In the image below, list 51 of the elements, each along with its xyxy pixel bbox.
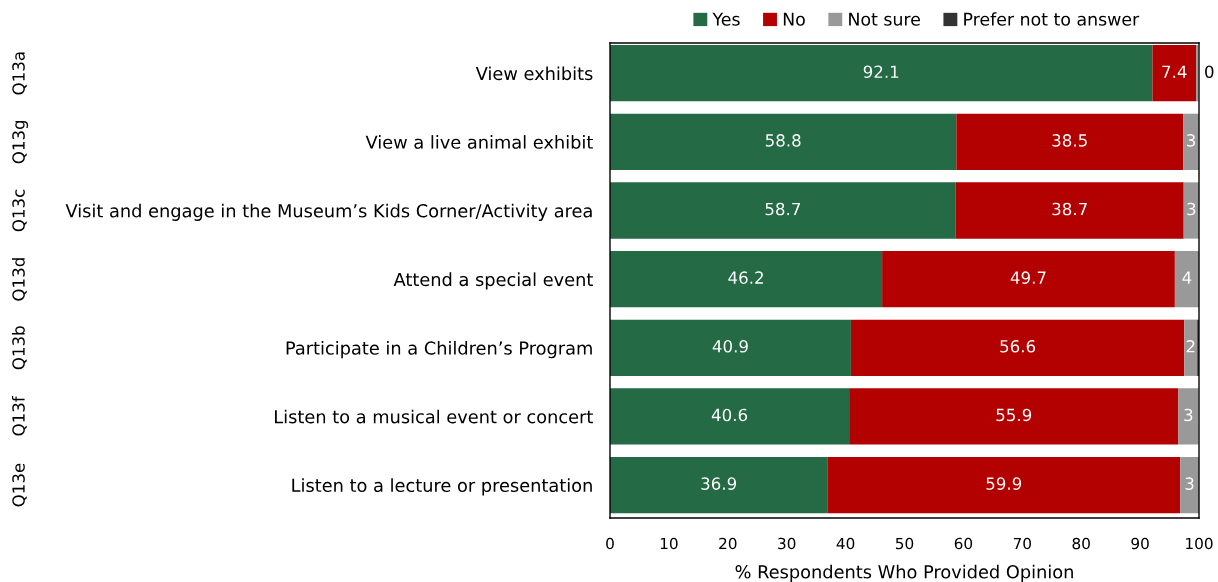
x-tick-label: 30	[778, 537, 796, 550]
data-label: 56.6	[1000, 340, 1036, 353]
data-label: 36.9	[701, 477, 737, 490]
data-label: 59.9	[986, 477, 1022, 490]
y-tick-label: View exhibits	[475, 66, 593, 81]
data-label: 3	[1187, 134, 1196, 147]
legend-label: Prefer not to answer	[964, 12, 1140, 26]
data-label: 55.9	[996, 408, 1032, 422]
y2-tick-label: Q13c	[12, 189, 27, 232]
legend-label: Not sure	[849, 12, 920, 26]
y-tick-label: Participate in a Children’s Program	[286, 341, 592, 359]
data-label: 46.2	[728, 271, 763, 284]
data-label: 92.1	[863, 65, 899, 79]
y-tick-label: Attend a special event	[393, 272, 593, 290]
x-tick-label: 100	[1186, 537, 1213, 550]
data-label: 40.9	[712, 340, 748, 353]
data-label: 3	[1187, 202, 1196, 216]
x-axis-title: % Respondents Who Provided Opinion	[735, 564, 1073, 582]
y2-tick-label: Q13e	[12, 463, 27, 507]
x-tick-label: 0	[606, 537, 614, 550]
x-tick-label: 70	[1013, 537, 1032, 550]
data-label: 4	[1182, 271, 1192, 284]
data-label: 58.7	[765, 202, 800, 216]
x-tick-label: 40	[836, 537, 855, 550]
data-label: 38.7	[1052, 202, 1087, 216]
legend-label: Yes	[712, 12, 740, 26]
x-tick-label: 20	[719, 537, 737, 550]
y2-tick-label: Q13a	[12, 52, 27, 95]
x-tick-label: 10	[660, 537, 678, 550]
y-tick-label: View a live animal exhibit	[365, 135, 593, 149]
x-tick-label: 60	[954, 537, 973, 550]
y-tick-label: Listen to a musical event or concert	[275, 409, 593, 424]
data-label: 3	[1185, 477, 1194, 490]
data-label: 3	[1184, 408, 1193, 422]
data-label: 0	[1205, 65, 1214, 79]
y2-tick-label: Q13g	[12, 120, 29, 164]
legend-label: No	[783, 12, 805, 26]
y-tick-label: Visit and engage in the Museum’s Kids Corner/Activity area	[65, 203, 592, 221]
data-label: 58.8	[765, 134, 801, 147]
data-label: 49.7	[1010, 271, 1046, 284]
data-label: 38.5	[1052, 134, 1087, 147]
y-tick-label: Listen to a lecture or presentation	[292, 478, 592, 496]
x-tick-label: 80	[1072, 537, 1090, 550]
x-tick-label: 90	[1131, 537, 1149, 550]
y2-tick-label: Q13f	[11, 396, 27, 436]
x-tick-label: 50	[895, 537, 914, 550]
data-label: 2	[1186, 340, 1195, 353]
y2-tick-label: Q13b	[11, 326, 27, 370]
y2-tick-label: Q13d	[11, 258, 27, 301]
data-label: 40.6	[711, 408, 748, 422]
data-label: 7.4	[1162, 65, 1187, 78]
